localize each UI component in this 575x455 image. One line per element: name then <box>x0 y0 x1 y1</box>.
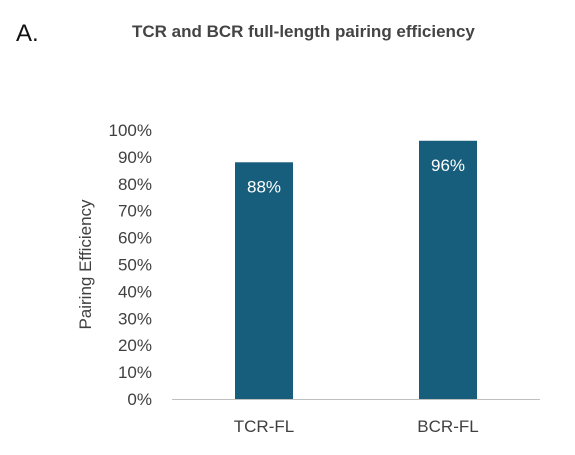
y-axis-ticks: 0% 10% 20% 30% 40% 50% 60% 70% 80% 90% 100% <box>109 121 152 409</box>
category-label-tcr-fl: TCR-FL <box>234 417 294 436</box>
y-tick-label: 40% <box>118 282 152 301</box>
bar-tcr-fl <box>235 162 293 399</box>
category-label-bcr-fl: BCR-FL <box>417 417 478 436</box>
panel-label: A. <box>16 20 39 47</box>
y-tick-label: 50% <box>118 256 152 275</box>
category-labels: TCR-FL BCR-FL <box>234 417 479 436</box>
y-tick-label: 100% <box>109 121 152 140</box>
bars <box>235 140 477 399</box>
y-tick-label: 0% <box>127 390 152 409</box>
y-axis-title: Pairing Efficiency <box>76 199 95 330</box>
y-tick-label: 70% <box>118 202 152 221</box>
y-tick-label: 90% <box>118 148 152 167</box>
y-tick-label: 30% <box>118 309 152 328</box>
data-labels: 88% 96% <box>247 156 465 197</box>
y-tick-label: 60% <box>118 229 152 248</box>
y-tick-label: 10% <box>118 363 152 382</box>
bar-bcr-fl <box>419 140 477 399</box>
data-label-tcr-fl: 88% <box>247 177 281 196</box>
chart-title: TCR and BCR full-length pairing efficien… <box>132 22 475 41</box>
data-label-bcr-fl: 96% <box>431 156 465 175</box>
y-tick-label: 20% <box>118 336 152 355</box>
y-tick-label: 80% <box>118 175 152 194</box>
